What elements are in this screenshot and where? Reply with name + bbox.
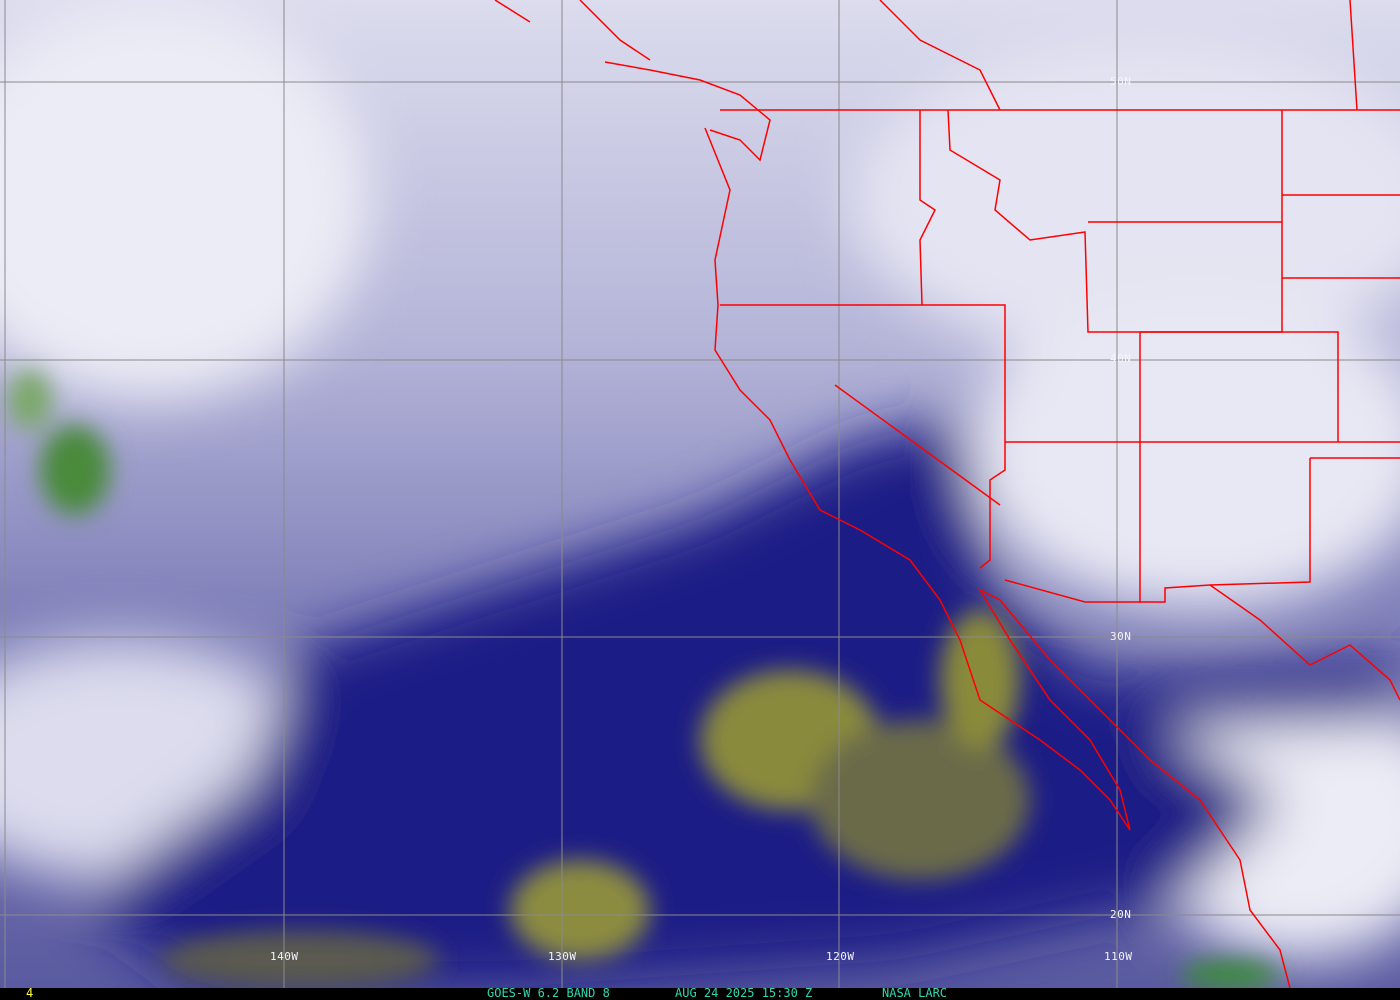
datetime: AUG 24 2025 15:30 Z bbox=[675, 986, 813, 1000]
caption-bar: 4 GOES-W 6.2 BAND 8 AUG 24 2025 15:30 Z … bbox=[0, 986, 1400, 1000]
frame-number: 4 bbox=[26, 986, 34, 1000]
satellite-band: GOES-W 6.2 BAND 8 bbox=[487, 986, 610, 1000]
political-boundaries bbox=[494, 0, 1400, 988]
lat-label-20n: 20N bbox=[1110, 908, 1132, 921]
lat-label-40n: 40N bbox=[1110, 352, 1132, 365]
lon-label-140w: 140W bbox=[270, 950, 299, 963]
dry-air-patches bbox=[8, 370, 1280, 988]
lat-label-50n: 50N bbox=[1110, 75, 1132, 88]
lat-label-30n: 30N bbox=[1110, 630, 1132, 643]
source: NASA LARC bbox=[882, 986, 948, 1000]
lon-label-110w: 110W bbox=[1104, 950, 1133, 963]
lon-label-120w: 120W bbox=[826, 950, 855, 963]
lon-label-130w: 130W bbox=[548, 950, 577, 963]
